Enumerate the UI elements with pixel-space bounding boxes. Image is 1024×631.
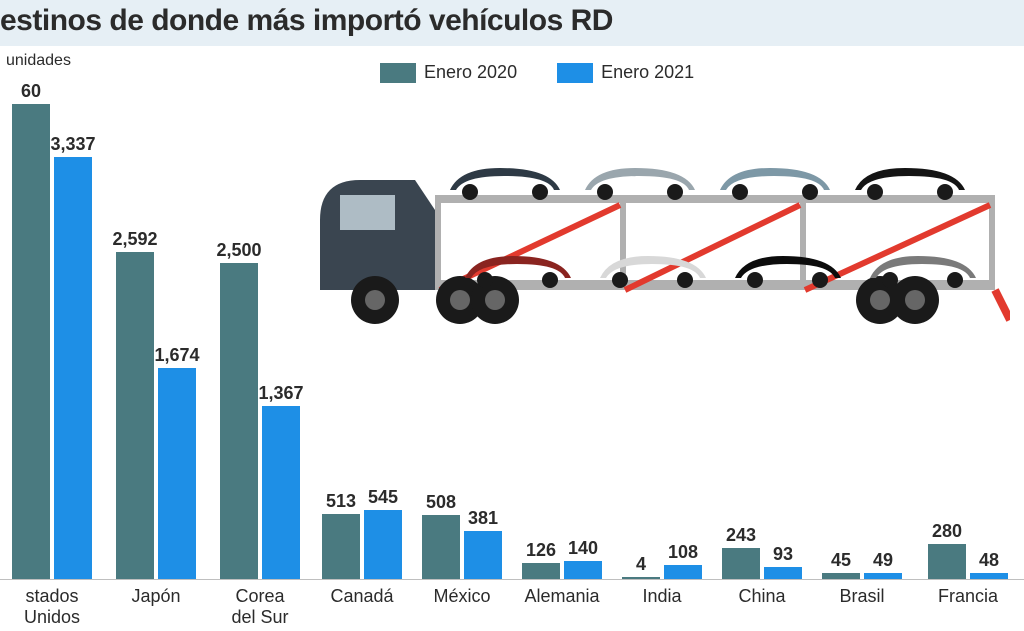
category-label: India bbox=[612, 580, 712, 631]
bar-2020 bbox=[522, 563, 560, 579]
bar-column: 126 bbox=[522, 540, 560, 579]
bar-2021 bbox=[262, 406, 300, 579]
bar-value-label: 243 bbox=[726, 525, 756, 546]
bar-2021 bbox=[464, 531, 502, 579]
bar-group: 513 545 bbox=[312, 487, 412, 579]
bar-2021 bbox=[54, 157, 92, 579]
bars-row: 603,3372,5921,6742,5001,3675135455083811… bbox=[0, 99, 1024, 579]
bar-column: 45 bbox=[822, 550, 860, 579]
bar-2020 bbox=[116, 252, 154, 579]
bar-group: 4 108 bbox=[612, 542, 712, 579]
chart-area: 603,3372,5921,6742,5001,3675135455083811… bbox=[0, 100, 1024, 631]
bar-group: 60 3,337 bbox=[0, 81, 104, 579]
category-label: Japón bbox=[104, 580, 208, 631]
bar-value-label: 508 bbox=[426, 492, 456, 513]
bar-value-label: 381 bbox=[468, 508, 498, 529]
bar-2021 bbox=[158, 368, 196, 579]
bar-group: 2,5921,674 bbox=[104, 229, 208, 579]
bar-2021 bbox=[564, 561, 602, 579]
bar-column: 1,674 bbox=[158, 345, 196, 579]
bar-value-label: 126 bbox=[526, 540, 556, 561]
category-label: stadosUnidos bbox=[0, 580, 104, 631]
bar-value-label: 2,592 bbox=[112, 229, 157, 250]
bar-value-label: 108 bbox=[668, 542, 698, 563]
category-label: China bbox=[712, 580, 812, 631]
bar-2020 bbox=[722, 548, 760, 579]
bar-2020 bbox=[220, 263, 258, 579]
category-label: México bbox=[412, 580, 512, 631]
bar-group: 508 381 bbox=[412, 492, 512, 579]
bar-column: 2,500 bbox=[220, 240, 258, 579]
bar-value-label: 45 bbox=[831, 550, 851, 571]
bar-value-label: 545 bbox=[368, 487, 398, 508]
bar-column: 1,367 bbox=[262, 383, 300, 579]
bar-value-label: 140 bbox=[568, 538, 598, 559]
bar-group: 45 49 bbox=[812, 550, 912, 579]
bar-column: 93 bbox=[764, 544, 802, 579]
legend-swatch-2021 bbox=[557, 63, 593, 83]
chart-title: estinos de donde más importó vehículos R… bbox=[0, 4, 1024, 38]
bar-group: 280 48 bbox=[912, 521, 1024, 579]
page: { "title": "estinos de donde más importó… bbox=[0, 0, 1024, 631]
category-label: Coreadel Sur bbox=[208, 580, 312, 631]
bar-2021 bbox=[764, 567, 802, 579]
bar-column: 2,592 bbox=[116, 229, 154, 579]
bar-value-label: 1,674 bbox=[154, 345, 199, 366]
bar-value-label: 3,337 bbox=[50, 134, 95, 155]
legend-item-2020: Enero 2020 bbox=[380, 62, 517, 83]
legend-label-2021: Enero 2021 bbox=[601, 62, 694, 83]
bar-value-label: 48 bbox=[979, 550, 999, 571]
legend-swatch-2020 bbox=[380, 63, 416, 83]
legend-item-2021: Enero 2021 bbox=[557, 62, 694, 83]
bar-2020 bbox=[928, 544, 966, 579]
category-label: Alemania bbox=[512, 580, 612, 631]
category-label: Canadá bbox=[312, 580, 412, 631]
bar-group: 2,5001,367 bbox=[208, 240, 312, 579]
bar-column: 381 bbox=[464, 508, 502, 579]
bar-group: 126 140 bbox=[512, 538, 612, 579]
bar-value-label: 280 bbox=[932, 521, 962, 542]
bar-2021 bbox=[664, 565, 702, 579]
bar-value-label: 60 bbox=[21, 81, 41, 102]
category-labels-row: stadosUnidosJapónCoreadel SurCanadáMéxic… bbox=[0, 579, 1024, 631]
bar-column: 545 bbox=[364, 487, 402, 579]
title-band: estinos de donde más importó vehículos R… bbox=[0, 0, 1024, 46]
bar-value-label: 49 bbox=[873, 550, 893, 571]
legend-label-2020: Enero 2020 bbox=[424, 62, 517, 83]
bar-column: 513 bbox=[322, 491, 360, 579]
bar-column: 49 bbox=[864, 550, 902, 579]
bar-value-label: 4 bbox=[636, 554, 646, 575]
bar-column: 508 bbox=[422, 492, 460, 579]
bar-2021 bbox=[364, 510, 402, 579]
legend: Enero 2020 Enero 2021 bbox=[380, 62, 694, 83]
bar-value-label: 93 bbox=[773, 544, 793, 565]
bar-value-label: 513 bbox=[326, 491, 356, 512]
bar-2020 bbox=[422, 515, 460, 579]
category-label: Francia bbox=[912, 580, 1024, 631]
bar-column: 3,337 bbox=[54, 134, 92, 579]
bar-column: 280 bbox=[928, 521, 966, 579]
bar-column: 140 bbox=[564, 538, 602, 579]
bar-column: 60 bbox=[12, 81, 50, 579]
bar-column: 4 bbox=[622, 554, 660, 579]
bar-value-label: 1,367 bbox=[258, 383, 303, 404]
bar-2020 bbox=[12, 104, 50, 579]
bar-column: 243 bbox=[722, 525, 760, 579]
bar-column: 108 bbox=[664, 542, 702, 579]
category-label: Brasil bbox=[812, 580, 912, 631]
bar-column: 48 bbox=[970, 550, 1008, 579]
bar-group: 243 93 bbox=[712, 525, 812, 579]
bar-2020 bbox=[322, 514, 360, 579]
bar-value-label: 2,500 bbox=[216, 240, 261, 261]
